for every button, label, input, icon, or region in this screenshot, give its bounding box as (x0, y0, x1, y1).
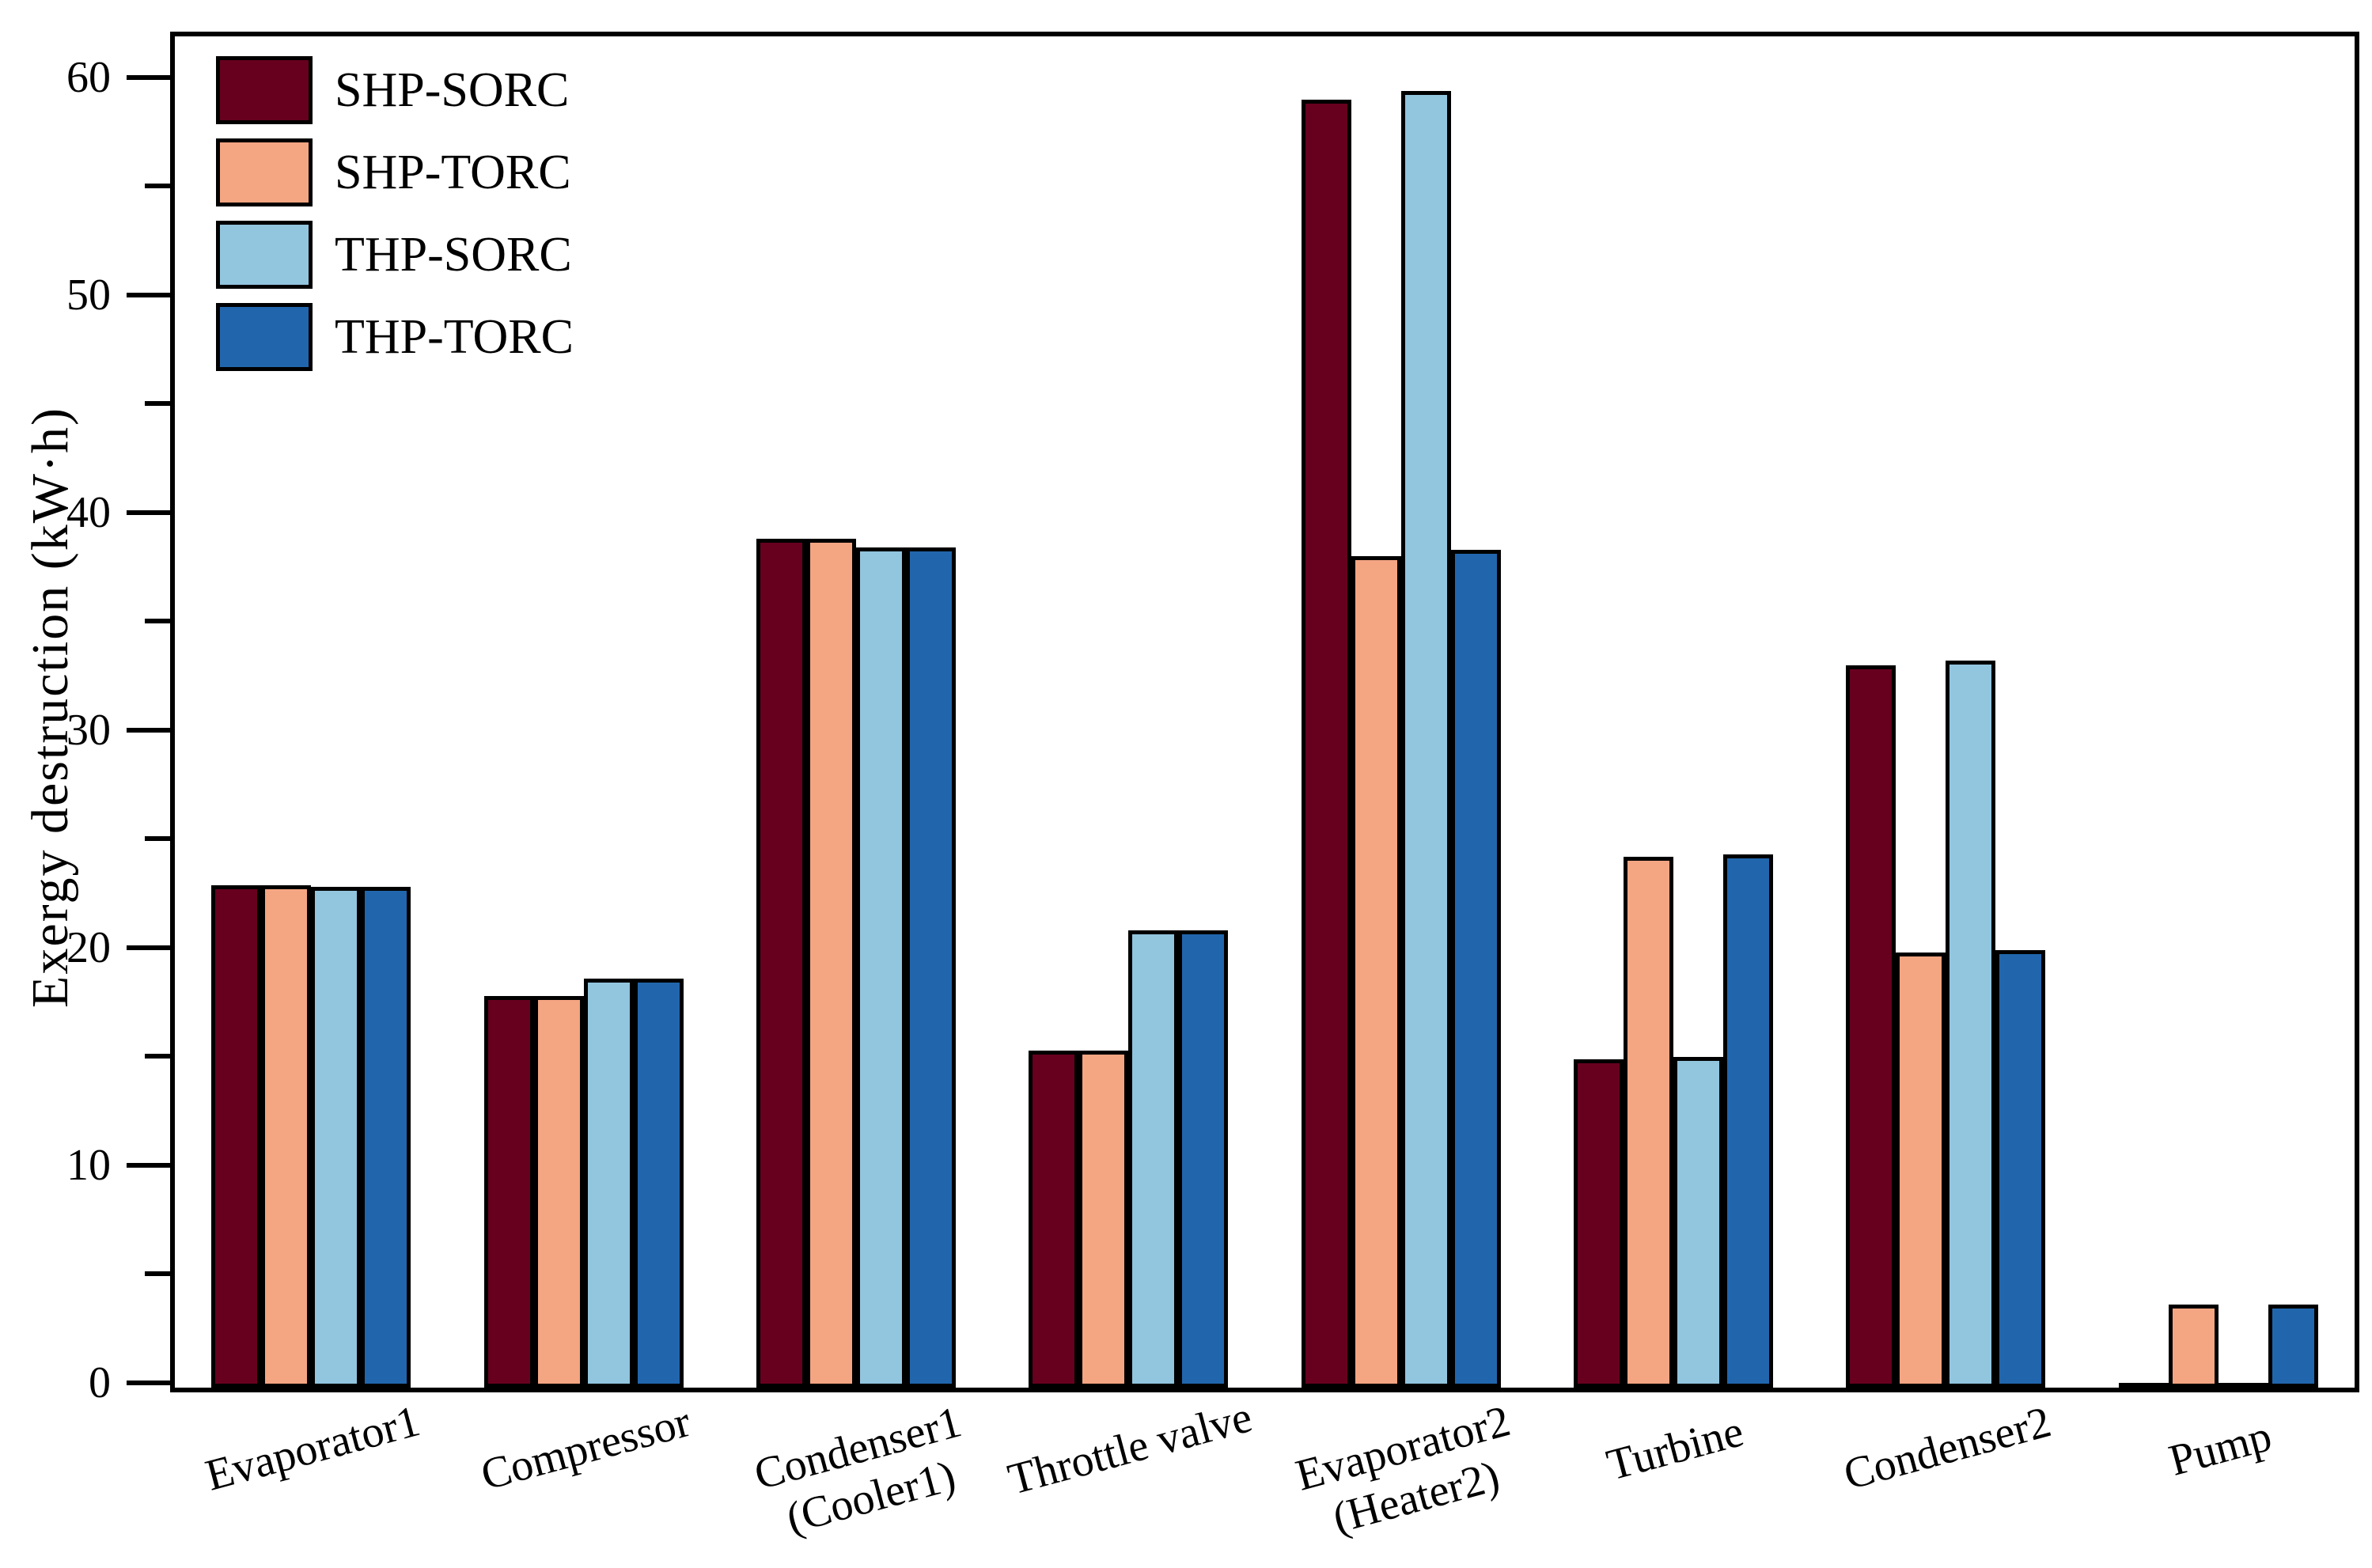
bar (855, 547, 906, 1388)
bar (1029, 1050, 1079, 1388)
y-major-tick (127, 1162, 170, 1168)
bar (905, 547, 956, 1388)
bar (1624, 856, 1674, 1388)
bar (1896, 952, 1946, 1388)
bar (2118, 1383, 2169, 1392)
y-major-tick (127, 74, 170, 80)
bar (1450, 550, 1501, 1388)
legend-swatch (216, 56, 313, 124)
y-major-tick (127, 727, 170, 733)
bar (1846, 665, 1896, 1388)
y-major-tick (127, 509, 170, 515)
legend-swatch (216, 303, 313, 371)
y-minor-tick (145, 1271, 170, 1277)
legend-swatch (216, 138, 313, 206)
y-major-tick (127, 292, 170, 297)
y-tick-label: 30 (66, 705, 111, 755)
x-category-label: Compressor (476, 1396, 695, 1500)
x-category-label: Evaporator1 (200, 1396, 426, 1501)
bar (533, 995, 584, 1388)
y-minor-tick (145, 619, 170, 624)
legend-label: THP-TORC (335, 309, 574, 364)
bar (1723, 854, 1774, 1388)
bar (583, 978, 634, 1388)
bar (211, 884, 262, 1388)
y-tick-label: 50 (66, 270, 111, 320)
x-category-label: Pump (2163, 1411, 2277, 1486)
bar (261, 884, 312, 1388)
bar (1673, 1056, 1724, 1388)
bar (1351, 556, 1401, 1388)
legend-entry: SHP-TORC (216, 131, 574, 214)
bar (483, 995, 534, 1388)
legend-label: SHP-SORC (335, 62, 570, 117)
legend-entry: SHP-SORC (216, 49, 574, 131)
y-tick-label: 40 (66, 487, 111, 537)
y-tick-label: 10 (66, 1140, 111, 1190)
y-minor-tick (145, 401, 170, 407)
y-tick-label: 0 (89, 1358, 111, 1407)
bar (805, 539, 856, 1388)
legend-label: SHP-TORC (335, 145, 571, 199)
legend-entry: THP-TORC (216, 296, 574, 378)
legend-label: THP-SORC (335, 227, 572, 282)
bar (361, 887, 411, 1388)
bar (311, 887, 362, 1388)
y-minor-tick (145, 1054, 170, 1059)
bar (1400, 90, 1451, 1388)
bar (633, 978, 684, 1388)
plot-area: SHP-SORC SHP-TORC THP-SORC THP-TORC (170, 32, 2359, 1392)
y-minor-tick (145, 184, 170, 189)
legend: SHP-SORC SHP-TORC THP-SORC THP-TORC (216, 49, 574, 378)
bar (1574, 1059, 1624, 1388)
x-category-label: Throttle valve (1003, 1392, 1258, 1505)
x-category-label: Condenser1 (Cooler1) (748, 1397, 967, 1543)
bar (1995, 950, 2046, 1388)
bar (2268, 1305, 2318, 1388)
bar (1301, 99, 1351, 1388)
x-category-label: Condenser2 (1839, 1397, 2056, 1500)
legend-swatch (216, 221, 313, 289)
bar (2168, 1305, 2219, 1388)
bar (1178, 930, 1229, 1388)
y-tick-label: 20 (66, 922, 111, 972)
x-category-label: Turbine (1601, 1407, 1749, 1490)
bar (756, 539, 806, 1388)
y-minor-tick (145, 836, 170, 842)
y-tick-label: 60 (66, 52, 111, 102)
y-major-tick (127, 1381, 170, 1385)
bar (2218, 1383, 2268, 1392)
bar (1078, 1050, 1129, 1388)
y-major-tick (127, 945, 170, 950)
legend-entry: THP-SORC (216, 214, 574, 296)
bar (1946, 661, 1996, 1388)
x-category-label: Evaporator2 (Heater2) (1290, 1396, 1515, 1543)
bar (1128, 930, 1179, 1388)
